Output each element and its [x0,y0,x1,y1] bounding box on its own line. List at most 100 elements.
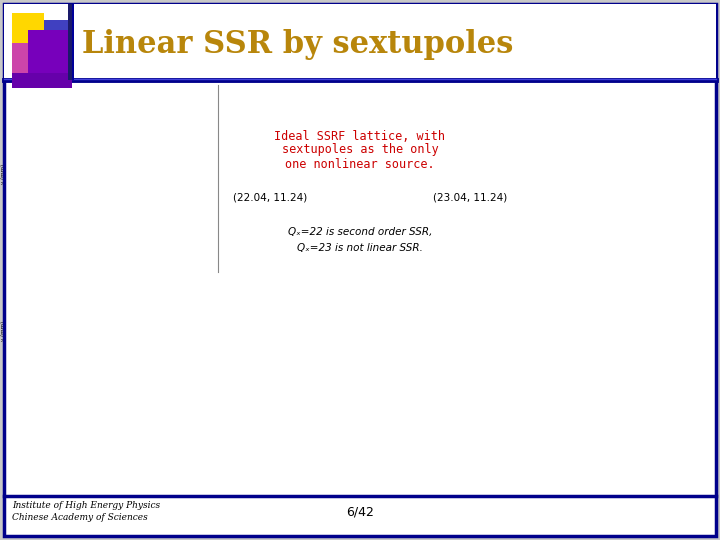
Point [140,445,151,454]
Point [648,456,660,464]
Point [629,468,640,477]
Point [618,446,629,455]
Point [148,427,159,435]
Point [146,411,158,420]
Point [633,426,644,434]
Point [138,423,149,432]
Point [638,442,649,450]
Point [157,415,168,424]
Point [156,416,167,425]
Point [114,426,126,435]
Point [629,437,640,445]
Point [145,412,157,421]
Point [647,431,659,440]
Point [639,446,651,455]
Point [631,413,642,422]
Text: Chinese Academy of Sciences: Chinese Academy of Sciences [12,514,148,523]
Text: Linear SSR by sextupoles: Linear SSR by sextupoles [82,29,513,59]
Point [642,443,654,451]
Y-axis label: y (mm): y (mm) [441,164,446,184]
Point [151,427,163,435]
Point [130,447,141,455]
Point [644,428,655,436]
Line: $\Delta$p/p=-1%: $\Delta$p/p=-1% [27,212,219,266]
Point [158,438,170,447]
Point [143,441,155,449]
Point [132,417,143,426]
Point [639,451,650,460]
Point [631,431,642,440]
Point [153,455,165,464]
Point [628,437,639,446]
Point [625,453,636,461]
Point [621,463,633,472]
X-axis label: x (mm): x (mm) [570,409,590,414]
Point [631,441,643,450]
Point [628,438,639,447]
Point [630,430,642,439]
Point [148,435,159,443]
Point [626,447,638,456]
Point [627,436,639,444]
Point [631,457,643,466]
Point [643,455,654,463]
Point [642,430,653,439]
Point [638,418,649,427]
Point [144,430,156,439]
Point [626,422,637,431]
Point [625,428,636,437]
Point [642,440,653,449]
Point [625,411,636,420]
Point [153,421,165,429]
Point [642,438,653,447]
Bar [12,13,44,43]
Point [639,423,651,432]
Point [628,422,639,430]
Point [139,430,150,439]
Point [630,443,642,452]
Point [620,455,631,464]
Point [623,426,634,435]
Point [134,436,145,444]
Point [154,427,166,435]
Point [140,441,151,449]
Point [627,407,639,416]
Point [629,434,641,442]
Point [141,415,153,423]
Point [642,444,654,453]
Point [644,409,655,418]
Point [635,432,647,441]
Point [636,423,648,432]
Point [156,433,168,441]
Point [142,433,153,442]
Point [633,424,644,433]
Y-axis label: y (mm): y (mm) [441,321,446,341]
Point [140,420,151,429]
Point [630,447,642,455]
Point [644,434,656,442]
Point [618,464,629,472]
Legend: $\Delta$p/p=+1%, $\Delta$p/p=0%, $\Delta$p/p=-1%: $\Delta$p/p=+1%, $\Delta$p/p=0%, $\Delta… [470,86,505,117]
Point [143,425,154,434]
Point [625,411,636,420]
Point [157,431,168,440]
Point [624,451,636,460]
Point [630,438,642,447]
Point [636,448,647,456]
Point [148,422,159,431]
Point [135,413,146,421]
Point [649,436,660,444]
Point [148,438,159,447]
Point [641,445,652,454]
Point [626,423,638,432]
Point [630,427,642,436]
Point [624,451,635,460]
Point [635,429,647,437]
Point [646,422,657,431]
Point [153,425,164,434]
Point [608,455,620,463]
Point [144,425,156,434]
Point [163,412,174,421]
Point [634,447,646,456]
Point [617,444,629,453]
